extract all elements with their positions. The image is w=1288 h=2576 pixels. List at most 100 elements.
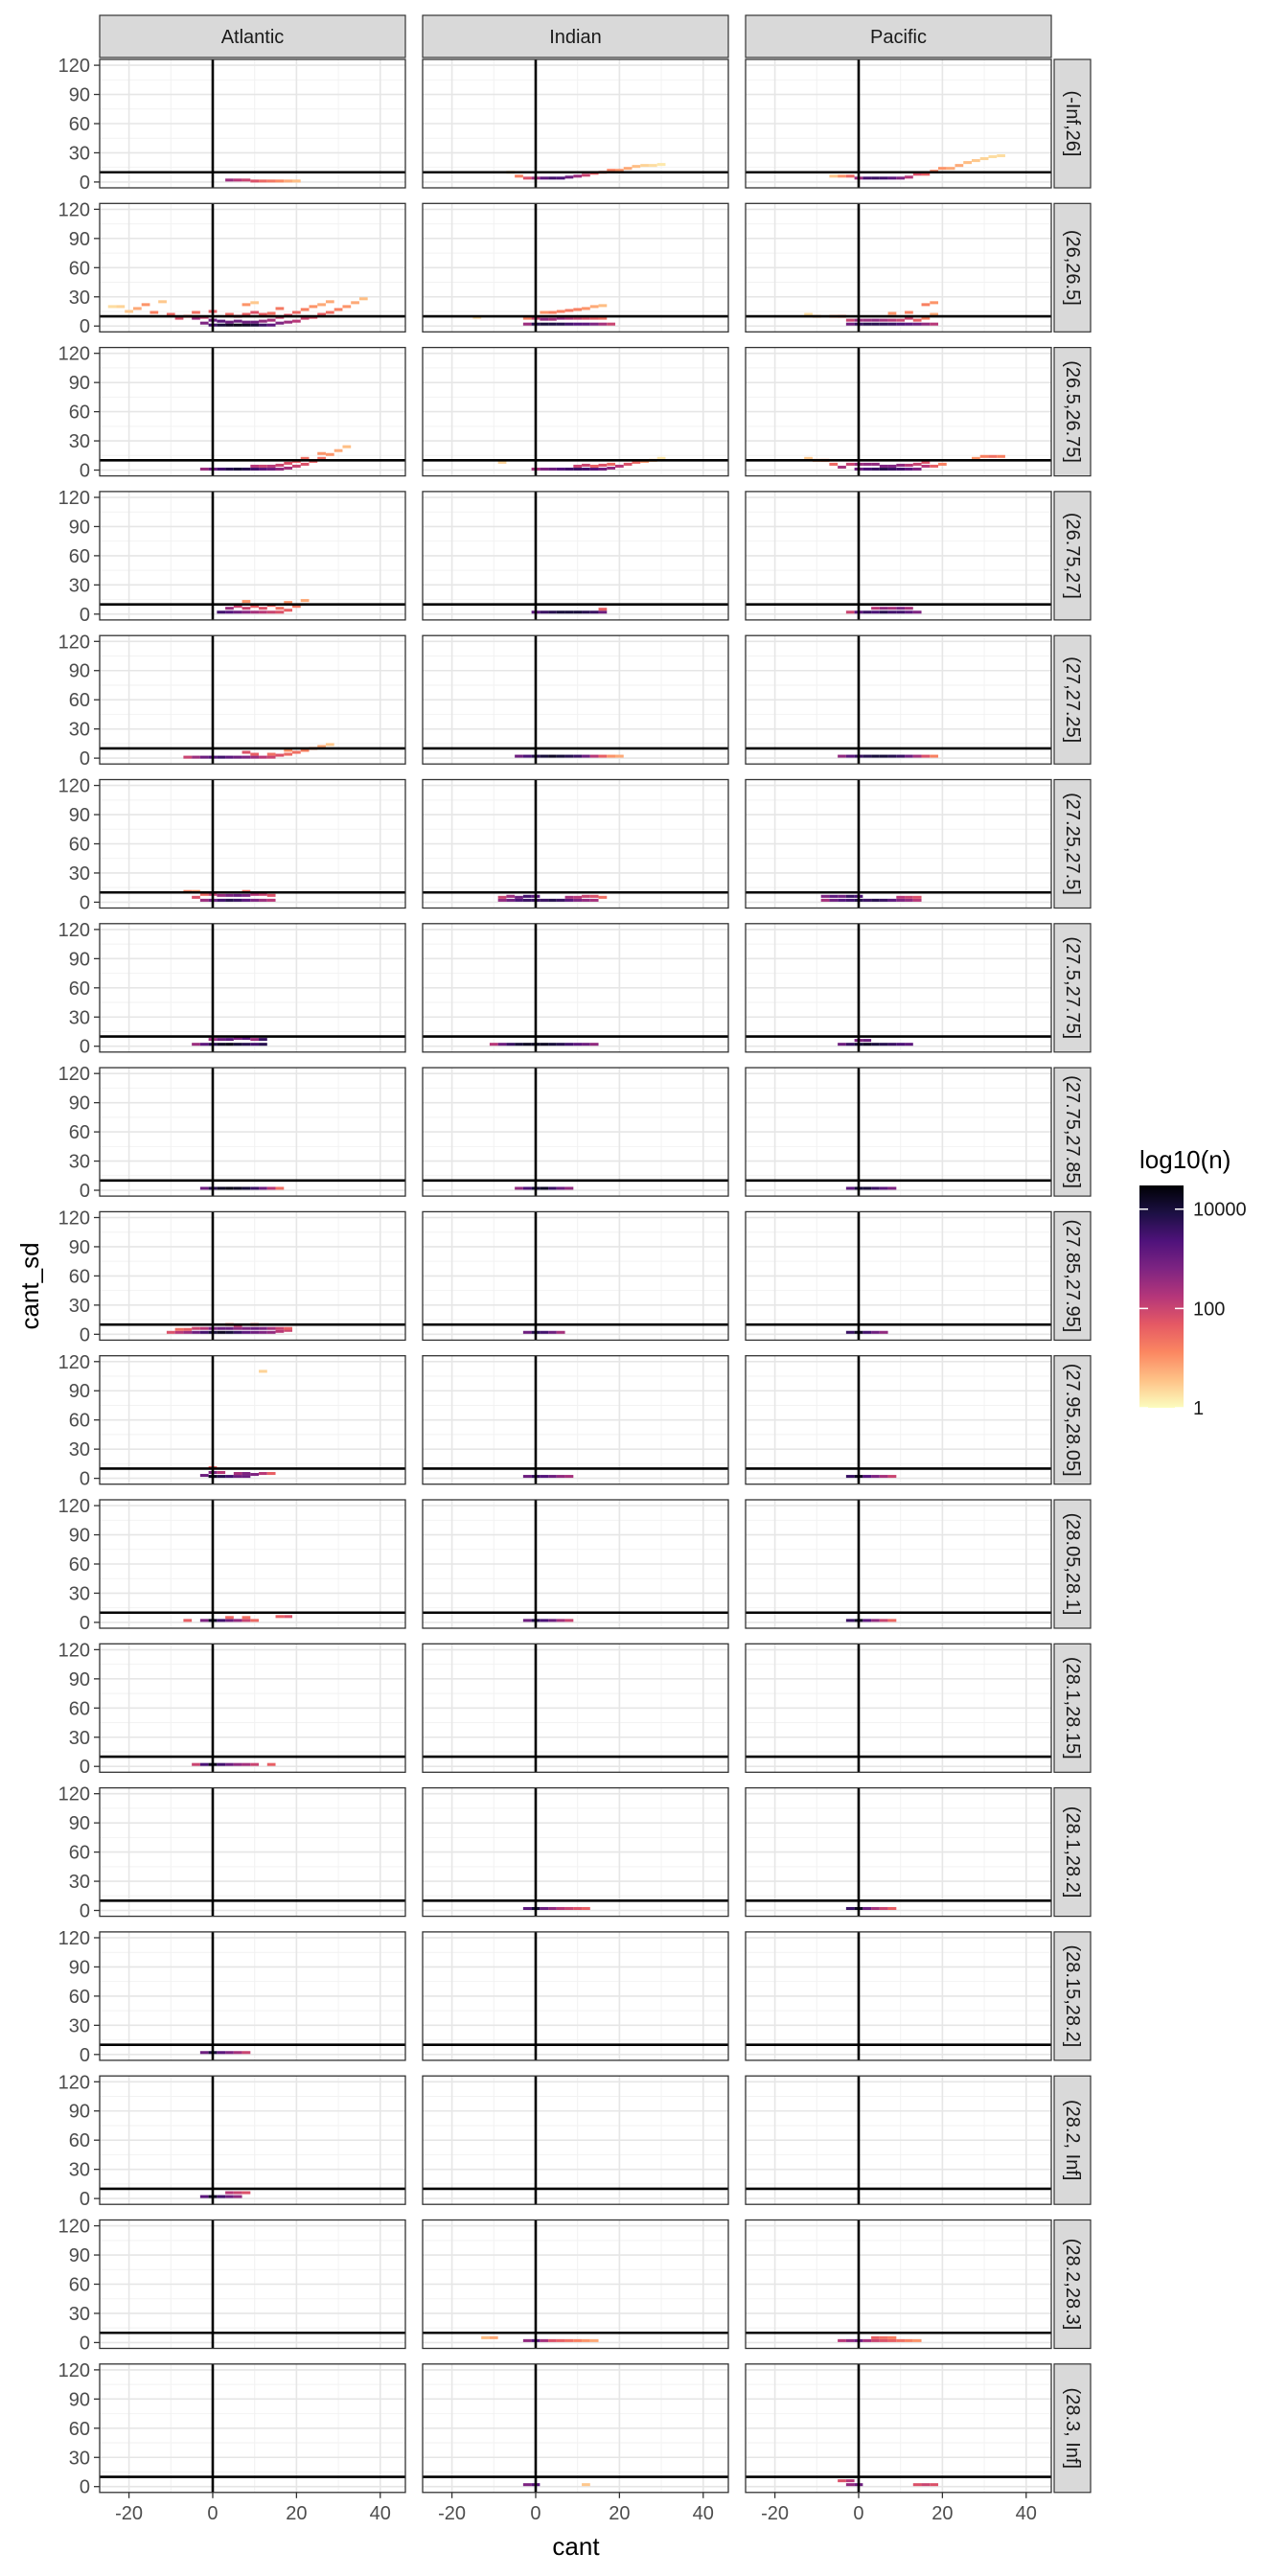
heatmap-cell <box>548 2338 557 2342</box>
heatmap-cell <box>192 316 200 320</box>
heatmap-cell <box>515 895 523 899</box>
heatmap-cell <box>921 316 931 320</box>
heatmap-cell <box>250 467 260 472</box>
heatmap-cell <box>887 754 897 758</box>
heatmap-cell <box>199 1186 209 1190</box>
y-tick-label: 30 <box>69 431 90 452</box>
heatmap-cell <box>946 167 955 171</box>
heatmap-cell <box>317 456 326 460</box>
y-tick-label: 120 <box>58 1640 90 1661</box>
heatmap-cell <box>275 1615 285 1619</box>
heatmap-cell <box>845 754 855 758</box>
heatmap-cell <box>183 1619 193 1622</box>
heatmap-cell <box>871 610 880 614</box>
heatmap-cell <box>351 301 359 305</box>
heatmap-cell <box>242 898 251 902</box>
y-tick-label: 0 <box>80 316 90 337</box>
heatmap-cell <box>879 2338 888 2342</box>
heatmap-cell <box>879 1906 888 1911</box>
heatmap-cell <box>988 154 998 159</box>
heatmap-cell <box>259 610 267 614</box>
heatmap-cell <box>233 1043 242 1046</box>
heatmap-cell <box>548 1330 557 1334</box>
y-tick-label: 0 <box>80 2189 90 2210</box>
row-strip <box>1053 58 1092 189</box>
heatmap-cell <box>217 1619 226 1622</box>
facet-panel <box>422 202 729 333</box>
column-strip-label: Indian <box>549 27 602 48</box>
x-tick-label: 40 <box>370 2503 391 2524</box>
heatmap-cell <box>598 304 608 308</box>
facet-panel <box>745 491 1052 621</box>
y-tick-label: 120 <box>58 1784 90 1806</box>
heatmap-cell <box>233 1619 242 1622</box>
y-tick-label: 0 <box>80 1613 90 1634</box>
heatmap-cell <box>192 1330 200 1334</box>
heatmap-cell <box>845 894 855 898</box>
facet-panel <box>422 58 729 189</box>
heatmap-cell <box>598 467 608 472</box>
heatmap-cell <box>607 754 616 758</box>
heatmap-cell <box>887 1043 897 1046</box>
heatmap-cell <box>862 176 872 180</box>
heatmap-cell <box>225 1475 234 1479</box>
heatmap-cell <box>896 318 906 322</box>
heatmap-cell <box>225 893 234 897</box>
y-tick-label: 120 <box>58 488 90 509</box>
heatmap-cell <box>582 2338 590 2342</box>
heatmap-cell <box>548 1043 557 1046</box>
facet-panel <box>745 1210 1052 1342</box>
heatmap-cell <box>540 1906 549 1911</box>
heatmap-cell <box>845 1330 855 1334</box>
heatmap-cell <box>548 1619 557 1622</box>
panel-border <box>745 1931 1052 2061</box>
facet-panel <box>99 1210 406 1342</box>
heatmap-cell <box>284 609 293 612</box>
y-tick-label: 0 <box>80 1757 90 1778</box>
heatmap-cell <box>183 1330 193 1334</box>
heatmap-cell <box>284 461 293 465</box>
y-tick-label: 30 <box>69 288 90 309</box>
heatmap-cell <box>582 463 590 467</box>
heatmap-cell <box>871 1330 880 1334</box>
heatmap-cell <box>963 161 972 165</box>
heatmap-cell <box>589 305 599 309</box>
heatmap-cell <box>540 898 549 902</box>
heatmap-cell <box>887 464 897 468</box>
heatmap-cell <box>284 320 293 324</box>
facet-panel <box>422 2219 729 2350</box>
y-tick-label: 0 <box>80 1469 90 1490</box>
heatmap-cell <box>317 451 326 455</box>
heatmap-cell <box>921 464 931 468</box>
panel-border <box>422 1210 729 1342</box>
heatmap-cell <box>242 1472 251 1476</box>
facet-panel <box>99 2075 406 2205</box>
heatmap-cell <box>905 895 913 899</box>
y-tick-label: 90 <box>69 85 90 106</box>
heatmap-cell <box>648 164 657 168</box>
heatmap-cell <box>582 2483 590 2487</box>
heatmap-cell <box>930 301 939 305</box>
facet-panel <box>99 1499 406 1629</box>
heatmap-cell <box>233 467 242 472</box>
heatmap-cell <box>266 893 276 897</box>
heatmap-cell <box>548 317 557 321</box>
heatmap-cell <box>896 322 906 326</box>
heatmap-cell <box>522 1330 532 1334</box>
heatmap-cell <box>259 179 267 183</box>
facet-panel <box>99 2363 406 2494</box>
heatmap-cell <box>871 2335 880 2339</box>
heatmap-cell <box>225 1616 234 1620</box>
x-tick-label: 0 <box>207 2503 218 2524</box>
heatmap-cell <box>107 305 117 309</box>
panel-border <box>422 2219 729 2350</box>
legend-ticks: 1 100 10000 <box>1139 1200 1247 1419</box>
facet-panel <box>422 778 729 909</box>
heatmap-cell <box>871 1619 880 1622</box>
legend: log10(n) 1 100 10000 <box>1139 1145 1247 1419</box>
heatmap-cell <box>582 754 590 758</box>
heatmap-cell <box>141 303 150 307</box>
heatmap-cell <box>997 153 1005 158</box>
heatmap-cell <box>199 892 209 896</box>
heatmap-cell <box>871 1186 880 1190</box>
